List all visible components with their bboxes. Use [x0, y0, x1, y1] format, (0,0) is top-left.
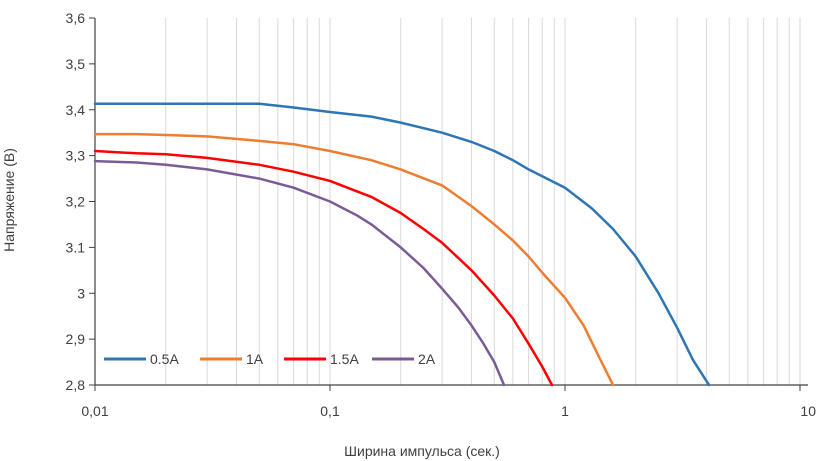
y-tick-label: 3,4 [66, 102, 86, 118]
x-tick-label: 0,01 [81, 403, 108, 419]
y-tick-label: 2,9 [66, 331, 86, 347]
legend-label: 1A [246, 351, 264, 367]
y-tick-label: 3,2 [66, 194, 86, 210]
series-line-1.5A [93, 149, 554, 387]
y-tick-label: 3 [77, 285, 85, 301]
x-tick-label: 1 [561, 403, 569, 419]
axes [89, 17, 808, 391]
series-lines [93, 102, 711, 387]
series-line-0.5A [93, 102, 711, 387]
legend-label: 0.5A [150, 351, 179, 367]
x-tick-label: 10 [800, 403, 816, 419]
tick-labels: 2,8 2,9 3 3.1 3,2 3,3 3,4 3,5 3,6 0,01 0,1 1 10 [66, 10, 817, 419]
y-tick-label: 3,3 [66, 148, 86, 164]
legend-label: 2A [418, 351, 436, 367]
y-tick-label: 3,6 [66, 10, 86, 26]
y-tick-label: 2,8 [66, 377, 86, 393]
series-line-2A [93, 159, 506, 387]
x-axis-title: Ширина импульса (сек.) [344, 443, 500, 459]
grid-lines [165, 18, 801, 385]
series-line-1A [93, 132, 615, 387]
y-axis-title: Напряжение (В) [1, 148, 17, 252]
legend-label: 1.5A [330, 351, 359, 367]
x-tick-label: 0,1 [320, 403, 340, 419]
legend: 0.5A 1A 1.5A 2A [104, 351, 436, 367]
y-tick-label: 3.1 [66, 239, 86, 255]
y-tick-label: 3,5 [66, 56, 86, 72]
